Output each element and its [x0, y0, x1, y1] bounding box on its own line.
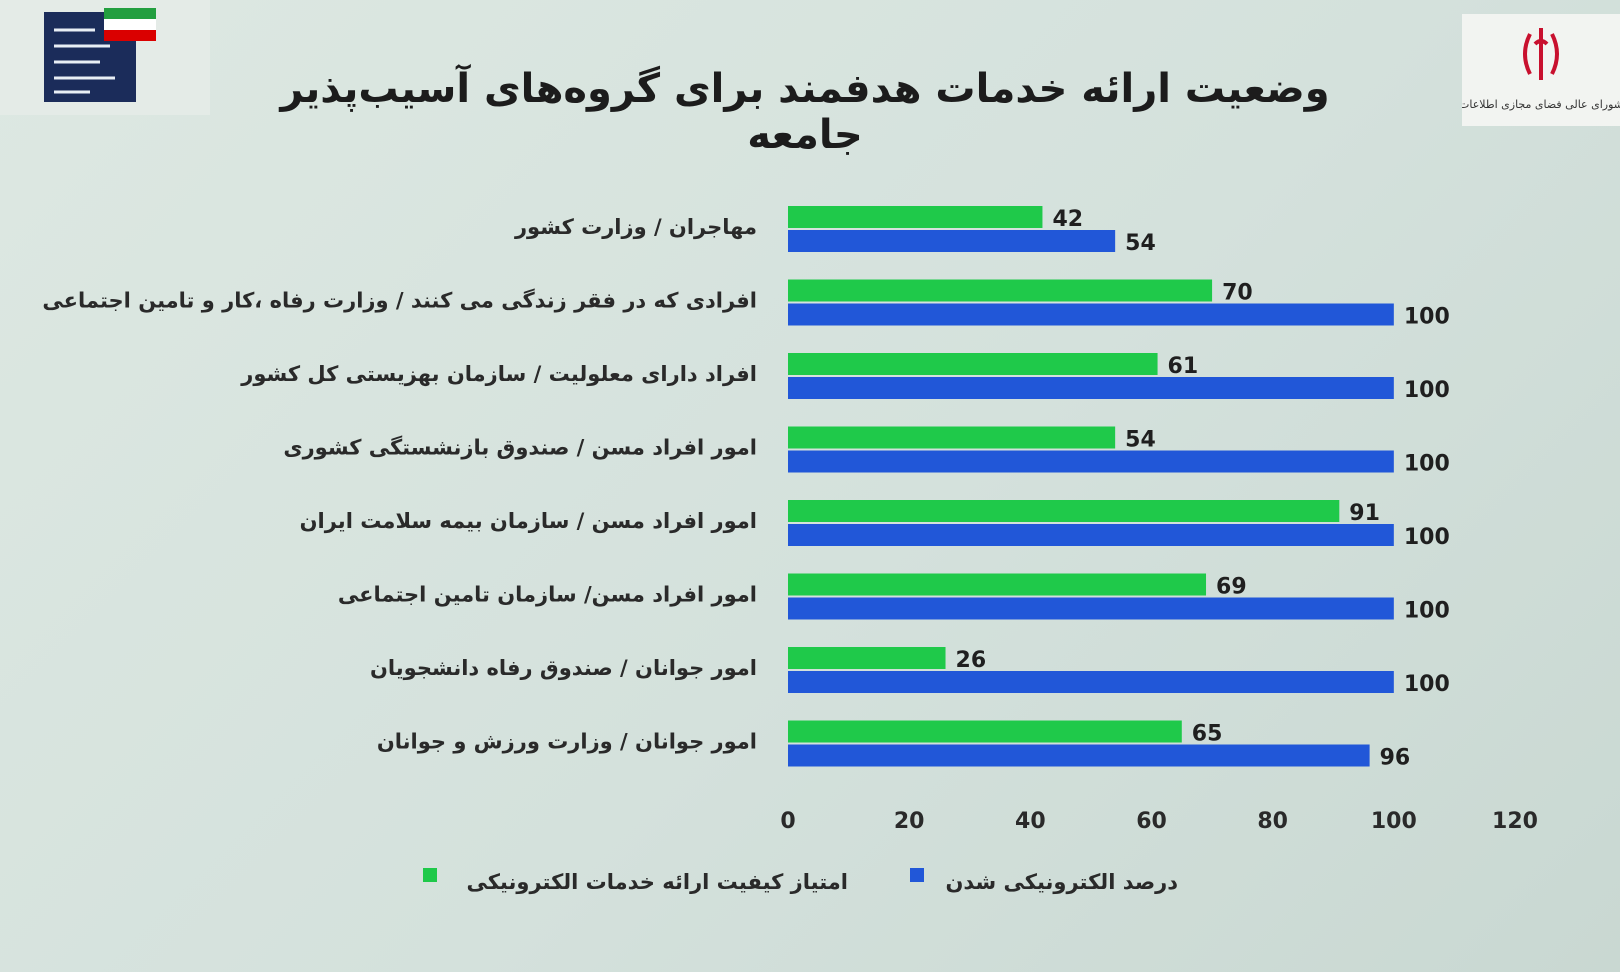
- blue-bar: [788, 744, 1370, 767]
- category-label: امور افراد مسن / سازمان بیمه سلامت ایران: [300, 509, 757, 533]
- green-bar: [788, 279, 1213, 302]
- value-labels: 42 54 70 100 61 100 54 100 91 100 69 100 26 100 65 96: [956, 207, 1450, 771]
- x-tick-label: 0: [780, 809, 795, 834]
- x-tick-label: 100: [1371, 809, 1417, 834]
- legend-swatch: [423, 868, 437, 882]
- logo-left: [0, 0, 210, 115]
- value-label: 42: [1052, 207, 1083, 232]
- blue-bar: [788, 230, 1116, 252]
- category-labels: مهاجران / وزارت کشور افرادی که در فقر زند…: [42, 215, 757, 754]
- blue-bar: [788, 597, 1394, 620]
- green-bar: [788, 720, 1182, 743]
- x-tick-label: 40: [1015, 809, 1046, 834]
- category-label: مهاجران / وزارت کشور: [514, 215, 757, 239]
- category-label: امور جوانان / صندوق رفاه دانشجویان: [370, 656, 757, 680]
- x-tick-label: 60: [1136, 809, 1167, 834]
- logo-right-text: شورای عالی فضای مجازی اطلاعات: [1462, 98, 1620, 111]
- category-label: افراد دارای معلولیت / سازمان بهزیستی کل …: [240, 362, 757, 386]
- legend-swatch: [910, 868, 924, 882]
- category-label: امور افراد مسن / صندوق بازنشستگی کشوری: [283, 435, 757, 460]
- green-bar: [788, 647, 946, 669]
- x-tick-label: 20: [894, 809, 925, 834]
- blue-bar: [788, 303, 1394, 326]
- category-label: افرادی که در فقر زندگی می کنند / وزارت ر…: [42, 288, 757, 313]
- value-label: 100: [1404, 599, 1450, 624]
- x-tick-label: 120: [1492, 809, 1538, 834]
- value-label: 54: [1125, 231, 1156, 256]
- green-bar: [788, 500, 1340, 522]
- value-label: 70: [1222, 281, 1253, 306]
- value-label: 96: [1380, 746, 1411, 771]
- green-bar: [788, 206, 1043, 228]
- value-label: 54: [1125, 428, 1156, 453]
- logo-left-graphic: [44, 8, 156, 102]
- legend-label: امتیاز کیفیت ارائه خدمات الکترونیکی: [466, 870, 848, 894]
- logo-right: شورای عالی فضای مجازی اطلاعات: [1459, 14, 1620, 126]
- value-label: 26: [956, 648, 987, 673]
- value-label: 91: [1349, 501, 1380, 526]
- green-bar: [788, 426, 1116, 449]
- value-label: 100: [1404, 305, 1450, 330]
- emblem-icon: [1523, 28, 1559, 80]
- legend-label: درصد الکترونیکی شدن: [945, 870, 1178, 894]
- blue-bar: [788, 524, 1394, 546]
- x-tick-label: 80: [1257, 809, 1288, 834]
- x-axis-ticks: 0 20 40 60 80 100 120: [780, 809, 1538, 834]
- chart-title: وضعیت ارائه خدمات هدفمند برای گروه‌های آ…: [280, 66, 1330, 158]
- green-bar: [788, 353, 1158, 375]
- legend: درصد الکترونیکی شدن امتیاز کیفیت ارائه خد…: [423, 868, 1178, 894]
- value-label: 100: [1404, 672, 1450, 697]
- blue-bar: [788, 377, 1394, 399]
- bars: [788, 206, 1394, 767]
- blue-bar: [788, 450, 1394, 473]
- green-bar: [788, 573, 1207, 596]
- value-label: 100: [1404, 525, 1450, 550]
- value-label: 100: [1404, 452, 1450, 477]
- flag-icon: [104, 8, 156, 41]
- logo-right-graphic: شورای عالی فضای مجازی اطلاعات: [1459, 28, 1620, 111]
- category-label: امور جوانان / وزارت ورزش و جوانان: [377, 730, 757, 754]
- value-label: 69: [1216, 575, 1247, 600]
- blue-bar: [788, 671, 1394, 693]
- value-label: 100: [1404, 378, 1450, 403]
- category-label: امور افراد مسن/ سازمان تامین اجتماعی: [338, 583, 757, 607]
- value-label: 65: [1192, 722, 1223, 747]
- value-label: 61: [1168, 354, 1199, 379]
